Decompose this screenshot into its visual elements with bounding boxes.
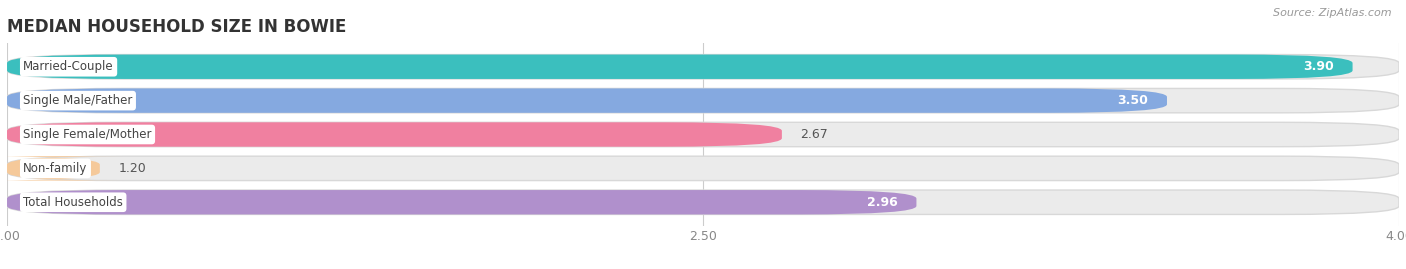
FancyBboxPatch shape [7, 89, 1167, 113]
FancyBboxPatch shape [7, 89, 1399, 113]
Text: Single Male/Father: Single Male/Father [24, 94, 132, 107]
FancyBboxPatch shape [7, 55, 1353, 79]
Text: 3.50: 3.50 [1118, 94, 1149, 107]
FancyBboxPatch shape [7, 190, 917, 214]
Text: Source: ZipAtlas.com: Source: ZipAtlas.com [1274, 8, 1392, 18]
FancyBboxPatch shape [7, 190, 1399, 214]
Text: Non-family: Non-family [24, 162, 87, 175]
FancyBboxPatch shape [0, 156, 124, 180]
Text: 2.96: 2.96 [868, 196, 898, 209]
Text: Single Female/Mother: Single Female/Mother [24, 128, 152, 141]
FancyBboxPatch shape [7, 55, 1399, 79]
FancyBboxPatch shape [7, 156, 1399, 180]
Text: 2.67: 2.67 [800, 128, 828, 141]
Text: MEDIAN HOUSEHOLD SIZE IN BOWIE: MEDIAN HOUSEHOLD SIZE IN BOWIE [7, 18, 346, 36]
FancyBboxPatch shape [7, 122, 1399, 147]
Text: 1.20: 1.20 [118, 162, 146, 175]
Text: 3.90: 3.90 [1303, 60, 1334, 73]
Text: Total Households: Total Households [24, 196, 124, 209]
Text: Married-Couple: Married-Couple [24, 60, 114, 73]
FancyBboxPatch shape [7, 122, 782, 147]
